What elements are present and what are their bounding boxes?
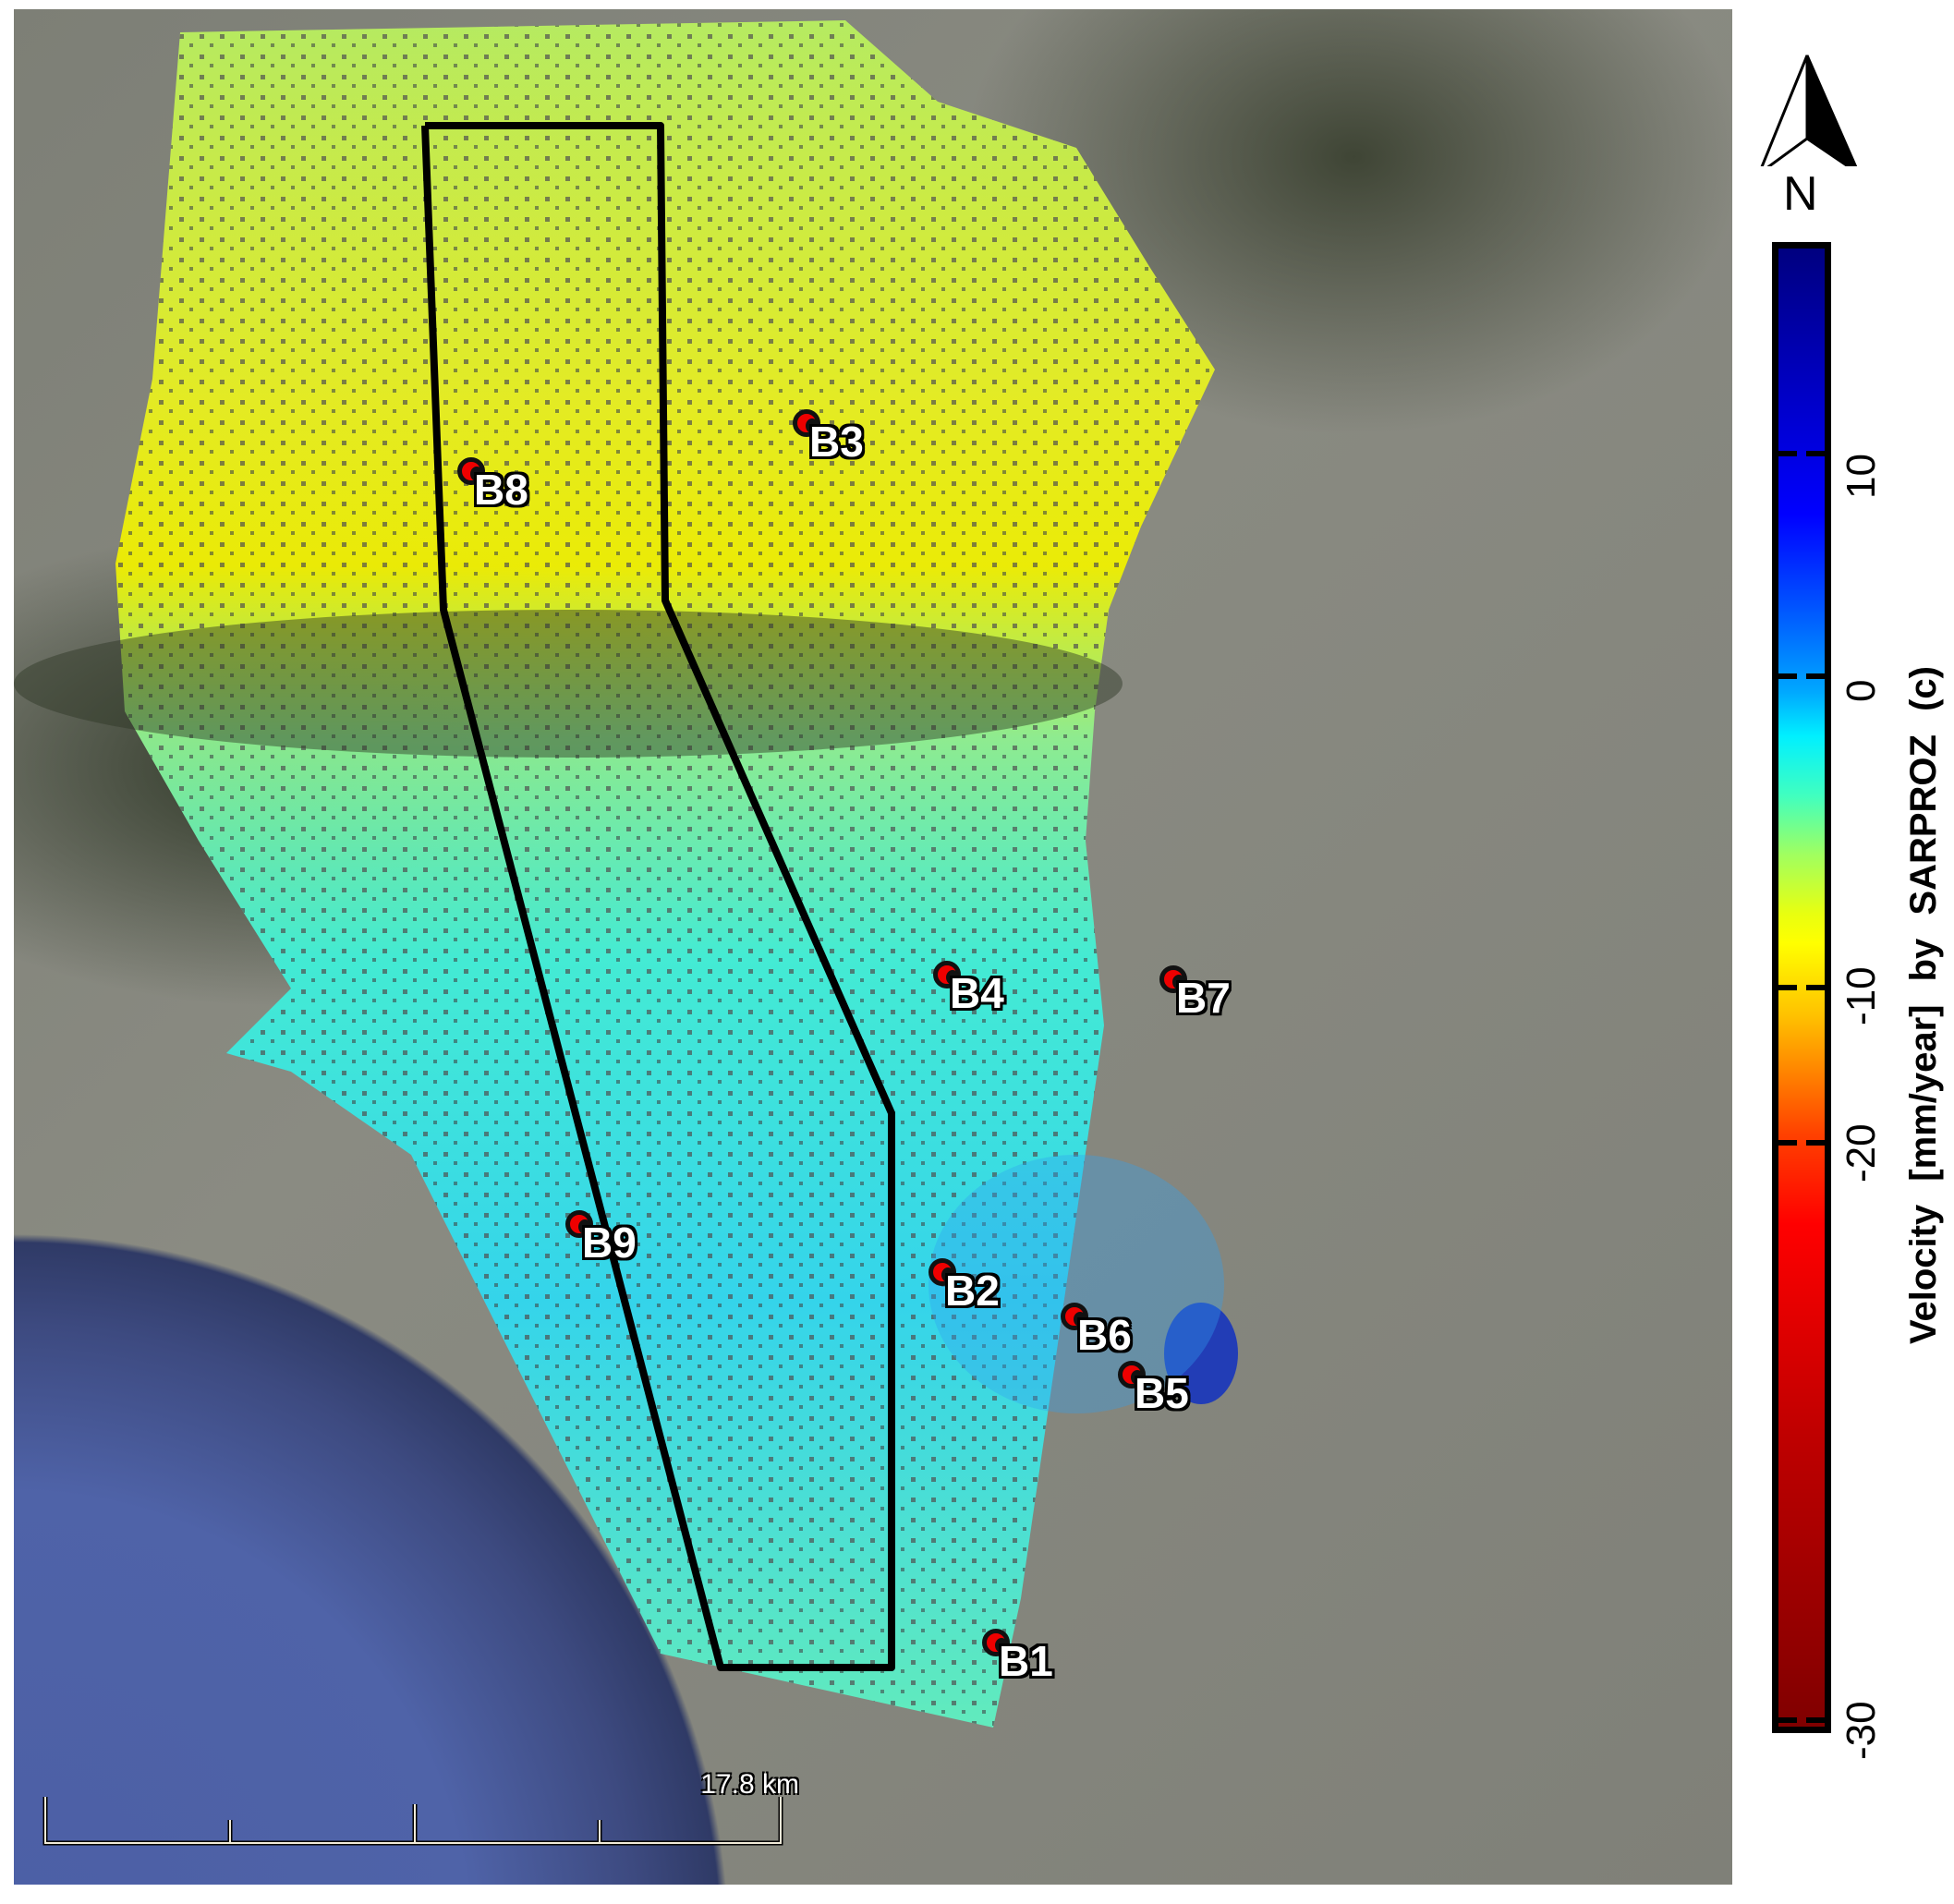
marker-b1[interactable]: B1 <box>982 1629 1053 1685</box>
colorbar-tick <box>1806 451 1825 456</box>
marker-b2[interactable]: B2 <box>928 1258 1000 1315</box>
marker-b8[interactable]: B8 <box>457 457 528 514</box>
marker-b5[interactable]: B5 <box>1118 1361 1189 1417</box>
study-area-polygon <box>421 122 895 1671</box>
marker-b9[interactable]: B9 <box>565 1210 637 1267</box>
marker-label: B8 <box>474 466 528 514</box>
marker-label: B7 <box>1176 974 1231 1022</box>
marker-icon <box>928 1258 956 1286</box>
marker-label: B2 <box>945 1267 1000 1315</box>
marker-label: B5 <box>1135 1369 1189 1417</box>
colorbar-tick-label: 10 <box>1839 454 1884 499</box>
colorbar-tick <box>1778 451 1797 456</box>
marker-icon <box>1118 1361 1146 1389</box>
colorbar <box>1772 242 1831 1733</box>
scale-bar: 17.8 km <box>42 1769 799 1852</box>
north-arrow: N <box>1746 37 1863 221</box>
marker-icon <box>982 1629 1010 1656</box>
colorbar-tick <box>1806 673 1825 679</box>
marker-icon <box>457 457 485 485</box>
colorbar-tick-label: -30 <box>1839 1701 1884 1760</box>
velocity-overlay <box>14 20 1238 1728</box>
north-arrow-icon <box>1755 55 1863 178</box>
marker-icon <box>793 409 820 437</box>
colorbar-tick <box>1778 673 1797 679</box>
marker-icon <box>1061 1303 1088 1330</box>
colorbar-title: Velocity [mm/year] by SARPROZ (c) <box>1903 666 1944 1344</box>
colorbar-tick <box>1778 1140 1797 1146</box>
scale-bar-icon <box>42 1797 783 1846</box>
scale-bar-label: 17.8 km <box>700 1769 799 1800</box>
colorbar-tick <box>1778 985 1797 990</box>
marker-label: B9 <box>582 1219 637 1267</box>
marker-label: B3 <box>809 418 864 466</box>
colorbar-tick <box>1806 1717 1825 1723</box>
colorbar-tick <box>1778 1717 1797 1723</box>
colorbar-tick <box>1806 1140 1825 1146</box>
colorbar-tick <box>1806 985 1825 990</box>
colorbar-tick-label: -20 <box>1839 1123 1884 1182</box>
marker-b6[interactable]: B6 <box>1061 1303 1132 1359</box>
marker-label: B6 <box>1077 1311 1132 1359</box>
marker-b3[interactable]: B3 <box>793 409 864 466</box>
marker-icon <box>933 961 961 988</box>
north-label: N <box>1783 167 1818 221</box>
marker-label: B1 <box>999 1637 1053 1685</box>
colorbar-tick-label: -10 <box>1839 966 1884 1025</box>
marker-b7[interactable]: B7 <box>1159 965 1231 1022</box>
marker-icon <box>565 1210 593 1238</box>
colorbar-tick-label: 0 <box>1839 679 1884 702</box>
marker-icon <box>1159 965 1187 993</box>
marker-b4[interactable]: B4 <box>933 961 1004 1017</box>
marker-label: B4 <box>950 969 1004 1017</box>
satellite-map: B1 B2 B3 B4 B5 B6 B7 B8 B9 17.8 km <box>14 9 1732 1885</box>
